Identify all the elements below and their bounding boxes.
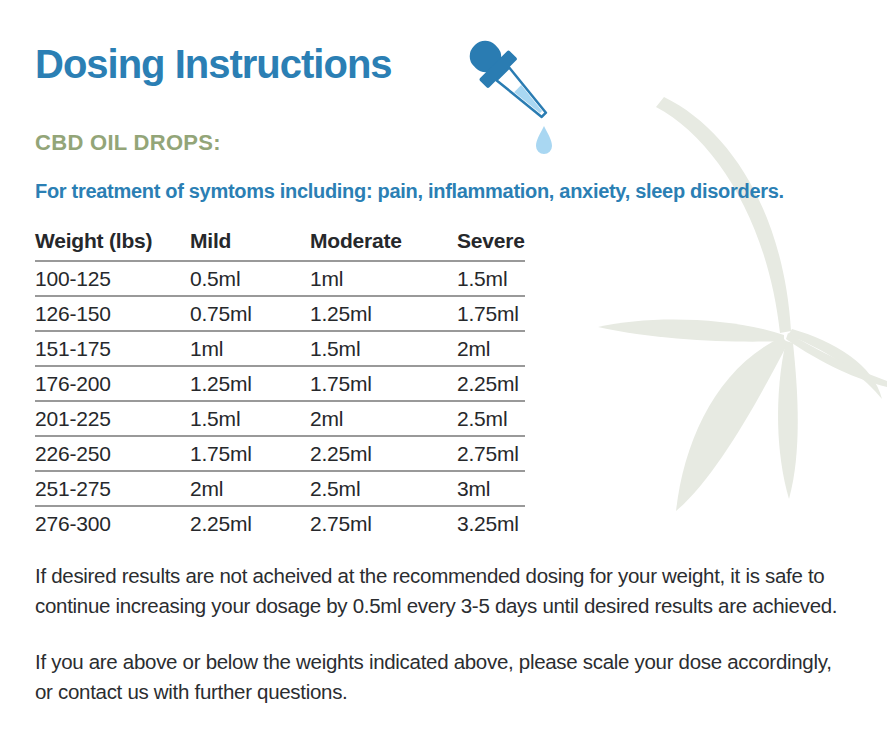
severe-dose-cell: 1.75ml	[457, 296, 525, 331]
table-row: 176-200 1.25ml 1.75ml 2.25ml	[35, 366, 525, 401]
severe-dose-cell: 2ml	[457, 331, 525, 366]
table-row: 126-150 0.75ml 1.25ml 1.75ml	[35, 296, 525, 331]
severe-dose-cell: 3ml	[457, 471, 525, 506]
mild-dose-cell: 1.5ml	[190, 401, 310, 436]
treatment-subtitle: For treatment of symtoms including: pain…	[35, 179, 887, 203]
moderate-dose-cell: 1.25ml	[310, 296, 457, 331]
moderate-dose-cell: 2.5ml	[310, 471, 457, 506]
mild-dose-cell: 1ml	[190, 331, 310, 366]
severe-dose-cell: 2.25ml	[457, 366, 525, 401]
dropper-icon	[452, 28, 574, 160]
mild-dose-cell: 0.75ml	[190, 296, 310, 331]
mild-dose-cell: 1.75ml	[190, 436, 310, 471]
moderate-dose-cell: 1.5ml	[310, 331, 457, 366]
moderate-dose-cell: 2ml	[310, 401, 457, 436]
weight-range-cell: 276-300	[35, 506, 190, 541]
table-row: 251-275 2ml 2.5ml 3ml	[35, 471, 525, 506]
moderate-dose-cell: 1.75ml	[310, 366, 457, 401]
weight-range-cell: 201-225	[35, 401, 190, 436]
paragraph-line: or contact us with further questions.	[35, 677, 887, 707]
column-header-mild: Mild	[190, 222, 310, 261]
paragraph-line: continue increasing your dosage by 0.5ml…	[35, 591, 887, 621]
weight-range-cell: 100-125	[35, 261, 190, 296]
table-header-row: Weight (lbs) Mild Moderate Severe	[35, 222, 525, 261]
column-header-moderate: Moderate	[310, 222, 457, 261]
weight-range-cell: 226-250	[35, 436, 190, 471]
moderate-dose-cell: 2.25ml	[310, 436, 457, 471]
mild-dose-cell: 2.25ml	[190, 506, 310, 541]
mild-dose-cell: 0.5ml	[190, 261, 310, 296]
dosing-note-paragraph: If desired results are not acheived at t…	[35, 561, 887, 621]
document-page: Dosing Instructions CBD OIL DROPS: For t…	[0, 0, 887, 707]
severe-dose-cell: 2.75ml	[457, 436, 525, 471]
dosing-table: Weight (lbs) Mild Moderate Severe 100-12…	[35, 222, 525, 541]
mild-dose-cell: 1.25ml	[190, 366, 310, 401]
table-row: 151-175 1ml 1.5ml 2ml	[35, 331, 525, 366]
column-header-severe: Severe	[457, 222, 525, 261]
weight-range-cell: 176-200	[35, 366, 190, 401]
table-row: 201-225 1.5ml 2ml 2.5ml	[35, 401, 525, 436]
column-header-weight: Weight (lbs)	[35, 222, 190, 261]
weight-range-cell: 251-275	[35, 471, 190, 506]
eyedropper-icon	[452, 28, 574, 160]
moderate-dose-cell: 1ml	[310, 261, 457, 296]
droplet	[536, 126, 552, 154]
weight-range-cell: 126-150	[35, 296, 190, 331]
severe-dose-cell: 2.5ml	[457, 401, 525, 436]
moderate-dose-cell: 2.75ml	[310, 506, 457, 541]
severe-dose-cell: 1.5ml	[457, 261, 525, 296]
dropper-liquid	[514, 85, 544, 115]
table-row: 226-250 1.75ml 2.25ml 2.75ml	[35, 436, 525, 471]
weight-range-cell: 151-175	[35, 331, 190, 366]
severe-dose-cell: 3.25ml	[457, 506, 525, 541]
weight-scale-paragraph: If you are above or below the weights in…	[35, 647, 887, 707]
table-row: 276-300 2.25ml 2.75ml 3.25ml	[35, 506, 525, 541]
paragraph-line: If you are above or below the weights in…	[35, 647, 887, 677]
mild-dose-cell: 2ml	[190, 471, 310, 506]
paragraph-line: If desired results are not acheived at t…	[35, 561, 887, 591]
table-row: 100-125 0.5ml 1ml 1.5ml	[35, 261, 525, 296]
